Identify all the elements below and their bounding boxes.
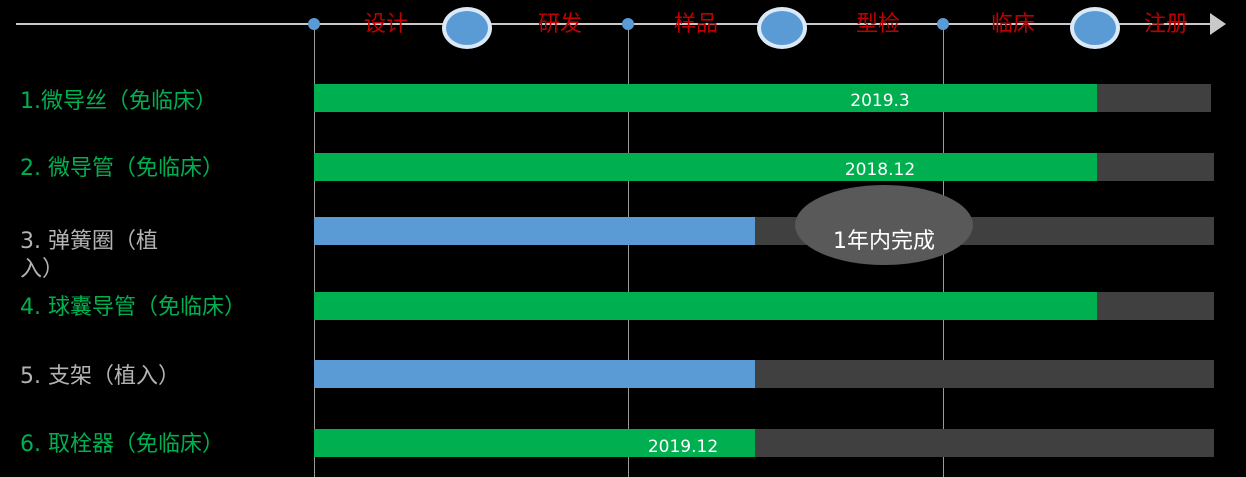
stage-label: 型检 [855,12,901,37]
date-label: 2019.3 [850,91,910,111]
progress-bar [314,292,1097,320]
row-label: 3. 弹簧圈（植入） [20,229,158,282]
callout-text: 1年内完成 [833,229,935,254]
stage-label: 样品 [673,12,719,37]
grid-line [314,24,315,477]
progress-bar [314,429,755,457]
row-label: 1.微导丝（免临床） [20,89,217,114]
timeline-axis [16,23,1221,25]
milestone-dot [622,18,634,30]
stage-label: 临床 [990,12,1036,37]
progress-bar [314,360,755,388]
phase-marker [757,7,807,49]
stage-label: 研发 [537,12,583,37]
progress-bar [314,84,1097,112]
row-label: 4. 球囊导管（免临床） [20,295,246,320]
milestone-dot [937,18,949,30]
grid-line [628,24,629,477]
row-label: 6. 取栓器（免临床） [20,432,224,457]
date-label: 2019.12 [647,437,719,457]
row-label: 2. 微导管（免临床） [20,156,224,181]
callout-bubble [795,185,973,265]
row-label: 5. 支架（植入） [20,364,180,389]
stage-label: 注册 [1143,12,1189,37]
date-label: 2018.12 [844,160,916,180]
stage-label: 设计 [363,12,409,37]
progress-bar [314,217,755,245]
phase-marker [442,7,492,49]
milestone-dot [308,18,320,30]
progress-bar [314,153,1097,181]
axis-arrow-icon [1210,13,1226,35]
phase-marker [1070,7,1120,49]
